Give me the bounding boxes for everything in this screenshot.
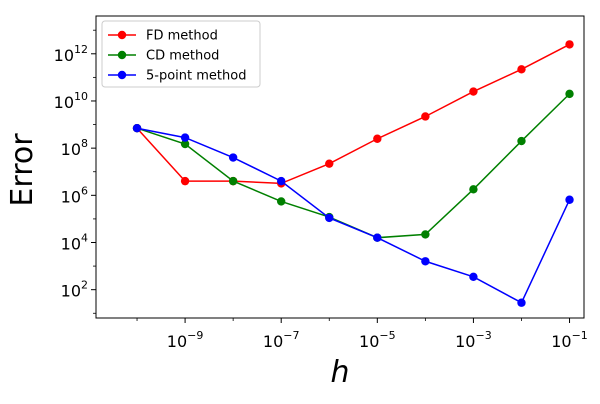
legend-label-5pt: 5-point method xyxy=(146,69,246,84)
series-3 xyxy=(132,124,574,307)
data-point xyxy=(277,197,286,206)
data-point xyxy=(517,298,526,307)
legend-marker-fd xyxy=(117,30,127,40)
y-tick-label: 108 xyxy=(61,137,88,159)
legend-label-cd: CD method xyxy=(146,49,219,64)
series-line-1 xyxy=(136,43,570,185)
legend-box xyxy=(101,20,261,88)
legend-label-fd: FD method xyxy=(146,29,218,44)
legend-marker-5pt xyxy=(117,70,127,80)
data-point xyxy=(565,195,574,204)
y-tick-label: 106 xyxy=(61,184,88,206)
ticks-layer: 10−9 10−7 10−5 10−3 10−1 102 104 106 108 1010 1012 xyxy=(54,29,588,351)
series-2 xyxy=(132,89,574,242)
data-point xyxy=(517,65,526,74)
data-point xyxy=(421,230,430,239)
data-point xyxy=(180,133,190,142)
y-tick-label: 1012 xyxy=(54,43,88,65)
data-point xyxy=(132,124,142,133)
data-point xyxy=(228,176,238,186)
y-tick-label: 104 xyxy=(61,232,88,254)
series-line-3 xyxy=(136,127,571,304)
legend: FD method CD method 5-point method xyxy=(101,20,261,88)
data-point xyxy=(228,153,238,162)
data-point xyxy=(469,87,478,96)
legend-entry-cd: CD method xyxy=(108,49,219,64)
data-point xyxy=(469,272,478,282)
data-point xyxy=(517,136,526,146)
data-point xyxy=(277,176,286,186)
x-tick-label: 10−1 xyxy=(551,329,588,351)
data-point xyxy=(469,185,478,194)
data-point xyxy=(565,89,574,99)
data-point xyxy=(325,159,334,168)
legend-entry-fd: FD method xyxy=(108,29,218,44)
data-point xyxy=(180,176,190,186)
data-point xyxy=(421,257,430,266)
x-tick-label: 10−5 xyxy=(359,329,396,351)
x-tick-label: 10−7 xyxy=(263,329,300,351)
y-tick-label: 102 xyxy=(61,279,88,301)
y-tick-label: 1010 xyxy=(54,90,88,112)
data-point xyxy=(325,213,334,223)
legend-entry-5pt: 5-point method xyxy=(108,69,246,84)
series-line-2 xyxy=(136,93,571,239)
x-tick-label: 10−9 xyxy=(167,329,204,351)
x-axis-label: h xyxy=(330,355,349,390)
plot-frame xyxy=(95,15,585,319)
data-point xyxy=(421,112,430,121)
legend-marker-cd xyxy=(117,50,127,60)
data-point xyxy=(180,139,190,149)
data-point xyxy=(373,134,382,143)
y-axis-label: Error xyxy=(5,133,40,207)
series-layer xyxy=(132,40,574,307)
data-point xyxy=(373,233,382,242)
data-point xyxy=(565,40,574,49)
x-tick-label: 10−3 xyxy=(455,329,492,351)
